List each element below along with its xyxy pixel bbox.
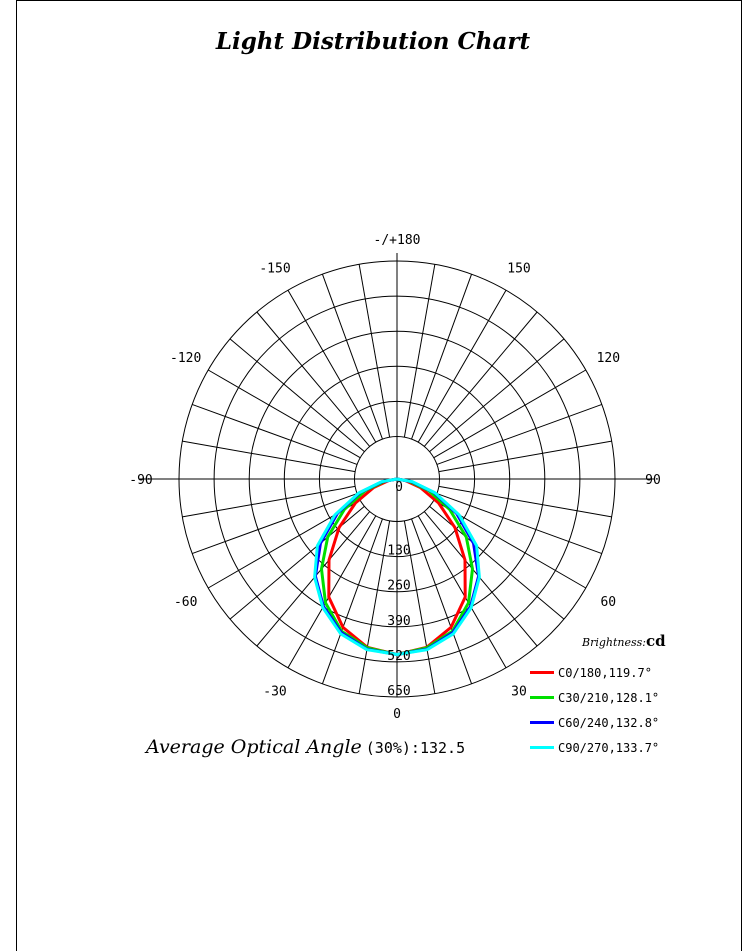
angle-label: -30 bbox=[263, 684, 286, 699]
angle-label: -120 bbox=[170, 351, 201, 366]
legend-item: C60/240,132.8° bbox=[530, 710, 659, 735]
legend-label: C30/210,128.1° bbox=[558, 690, 660, 705]
legend-unit: Brightness:cd bbox=[582, 631, 666, 650]
legend-swatch bbox=[530, 671, 554, 674]
angle-label: -/+180 bbox=[374, 233, 421, 248]
grid-spoke-350 bbox=[358, 520, 391, 694]
grid-spoke-80 bbox=[438, 485, 612, 518]
grid-spoke-140 bbox=[423, 311, 538, 447]
grid-spoke-120 bbox=[433, 369, 587, 459]
grid-spoke-70 bbox=[436, 493, 603, 555]
radial-tick-label: 260 bbox=[387, 579, 410, 594]
angle-label: -150 bbox=[259, 262, 290, 277]
angle-label: 30 bbox=[511, 684, 527, 699]
grid-spoke-40 bbox=[423, 511, 538, 647]
grid-spoke-10 bbox=[403, 520, 436, 694]
chart-title: Light Distribution Chart bbox=[215, 28, 531, 55]
chart-page bbox=[16, 0, 742, 951]
grid-spoke-160 bbox=[411, 273, 473, 440]
angle-label: 90 bbox=[645, 473, 661, 488]
grid-spoke-100 bbox=[438, 440, 612, 473]
grid-spoke-340 bbox=[321, 518, 383, 685]
radial-tick-label: 0 bbox=[395, 480, 403, 495]
grid-spoke-260 bbox=[182, 440, 356, 473]
grid-spoke-110 bbox=[436, 403, 603, 465]
grid-spoke-240 bbox=[207, 369, 361, 459]
grid-spoke-150 bbox=[417, 289, 507, 443]
average-optical-angle-value: (30%):132.5 bbox=[365, 739, 466, 757]
average-optical-angle: Average Optical Angle (30%):132.5 bbox=[146, 736, 465, 758]
legend-swatch bbox=[530, 696, 554, 699]
grid-spoke-20 bbox=[411, 518, 473, 685]
grid-spoke-190 bbox=[358, 264, 391, 438]
grid-spoke-170 bbox=[403, 264, 436, 438]
angle-label: -60 bbox=[174, 595, 197, 610]
grid-spoke-320 bbox=[256, 511, 371, 647]
legend-item: C0/180,119.7° bbox=[530, 660, 659, 685]
legend-label: C60/240,132.8° bbox=[558, 715, 660, 730]
grid-spoke-200 bbox=[321, 273, 383, 440]
legend-swatch bbox=[530, 746, 554, 749]
legend: C0/180,119.7° C30/210,128.1° C60/240,132.8… bbox=[530, 660, 659, 760]
grid-spoke-230 bbox=[229, 338, 365, 453]
angle-label: 60 bbox=[600, 595, 616, 610]
angle-label: 150 bbox=[507, 262, 530, 277]
legend-swatch bbox=[530, 721, 554, 724]
grid-spoke-280 bbox=[182, 485, 356, 518]
grid-spoke-330 bbox=[287, 515, 377, 669]
angle-label: 120 bbox=[597, 351, 620, 366]
legend-unit-label: Brightness: bbox=[582, 636, 646, 649]
radial-tick-label: 650 bbox=[387, 684, 410, 699]
radial-tick-label: 130 bbox=[387, 544, 410, 559]
legend-item: C90/270,133.7° bbox=[530, 735, 659, 760]
grid-spoke-30 bbox=[417, 515, 507, 669]
grid-spoke-220 bbox=[256, 311, 371, 447]
legend-label: C90/270,133.7° bbox=[558, 740, 660, 755]
average-optical-angle-label: Average Optical Angle bbox=[146, 736, 362, 758]
legend-label: C0/180,119.7° bbox=[558, 665, 652, 680]
grid-spoke-290 bbox=[191, 493, 358, 555]
grid-spoke-50 bbox=[429, 505, 565, 620]
radial-tick-label: 520 bbox=[387, 649, 410, 664]
legend-item: C30/210,128.1° bbox=[530, 685, 659, 710]
grid-spoke-130 bbox=[429, 338, 565, 453]
legend-unit-value: cd bbox=[646, 632, 666, 650]
angle-label: 0 bbox=[393, 707, 401, 722]
grid-spoke-210 bbox=[287, 289, 377, 443]
series-curve-3 bbox=[313, 477, 481, 656]
grid-spoke-250 bbox=[191, 403, 358, 465]
grid-spoke-310 bbox=[229, 505, 365, 620]
angle-label: -90 bbox=[129, 473, 152, 488]
radial-tick-label: 390 bbox=[387, 614, 410, 629]
